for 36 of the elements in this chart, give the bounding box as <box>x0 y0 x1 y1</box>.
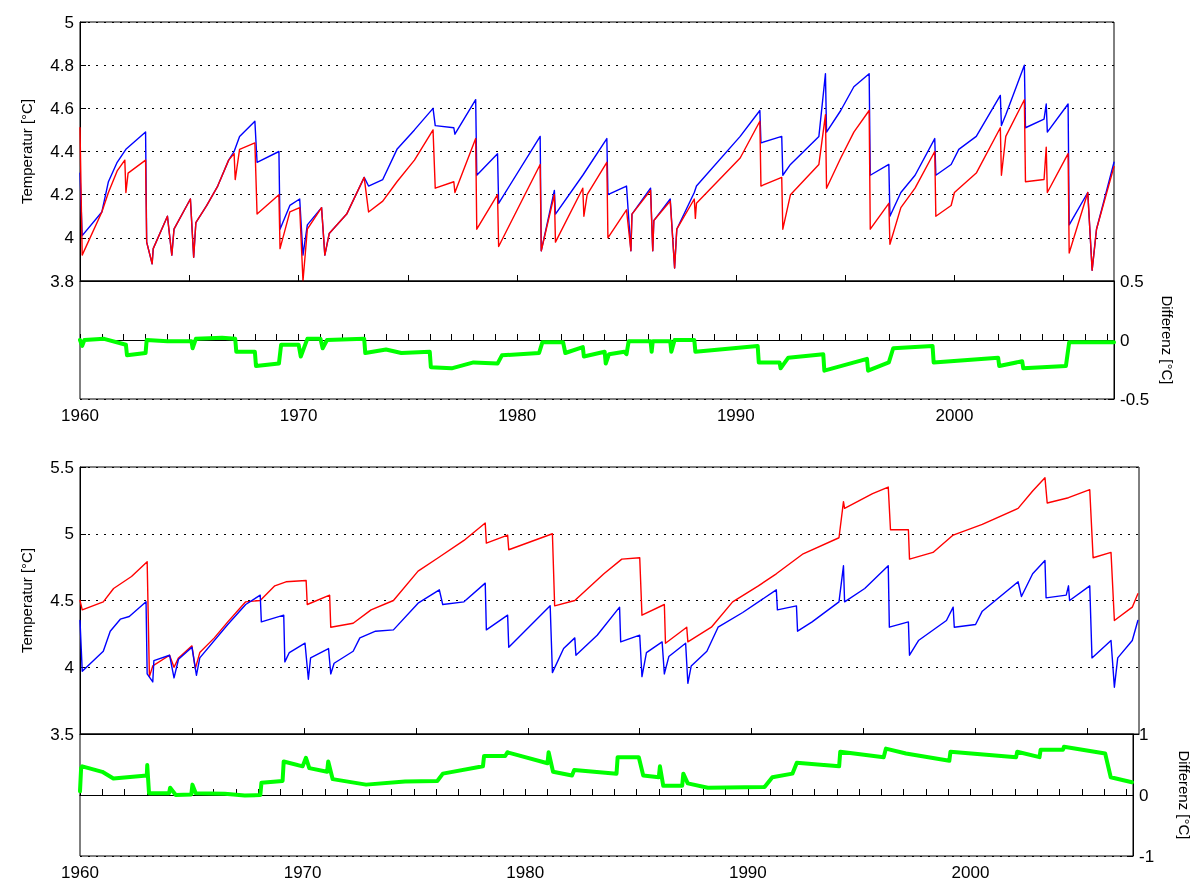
y-tick-label: 4.8 <box>50 55 74 75</box>
line-series <box>79 559 1139 688</box>
y2-tick-label: 0.5 <box>1120 271 1144 291</box>
y-tick-label: 4 <box>64 228 74 248</box>
y2-tick-label: -0.5 <box>1120 389 1150 409</box>
x-tick-label: 1970 <box>283 863 322 882</box>
x-tick-label: 1970 <box>279 406 318 425</box>
y-tick-label: 4.6 <box>50 98 74 118</box>
y-axis-title: Temperatur [°C] <box>18 98 35 205</box>
x-tick-label: 1960 <box>61 406 99 425</box>
y2-axis-title: Differenz [°C] <box>1159 295 1177 385</box>
line-series <box>78 744 1134 798</box>
y2-axis-title: Differenz [°C] <box>1176 750 1193 840</box>
line-series <box>79 476 1139 678</box>
x-tick-label: 2000 <box>935 406 974 425</box>
y-tick-label: 3.8 <box>50 271 74 291</box>
x-tick-label: 1980 <box>498 406 537 425</box>
y-tick-label: 5 <box>64 524 74 544</box>
y-axis-title: Temperatur [°C] <box>18 547 35 654</box>
y2-tick-label: 0 <box>1139 785 1149 805</box>
y-tick-label: 3.5 <box>50 724 74 744</box>
y-tick-label: 4.5 <box>50 591 74 610</box>
x-tick-label: 1990 <box>728 863 767 882</box>
line-series <box>78 335 1116 373</box>
y-tick-label: 5.5 <box>50 457 74 477</box>
x-tick-label: 1980 <box>506 863 545 882</box>
x-tick-label: 1990 <box>716 406 755 425</box>
x-tick-label: 2000 <box>951 863 990 882</box>
y-tick-label: 4 <box>64 657 74 677</box>
y-tick-label: 4.4 <box>50 142 74 161</box>
y2-tick-label: -1 <box>1139 846 1155 866</box>
y-tick-label: 4.2 <box>50 185 74 205</box>
x-tick-label: 1960 <box>61 863 99 882</box>
y2-tick-label: 0 <box>1120 330 1130 350</box>
y2-tick-label: 1 <box>1139 724 1149 744</box>
y-tick-label: 5 <box>64 12 74 32</box>
